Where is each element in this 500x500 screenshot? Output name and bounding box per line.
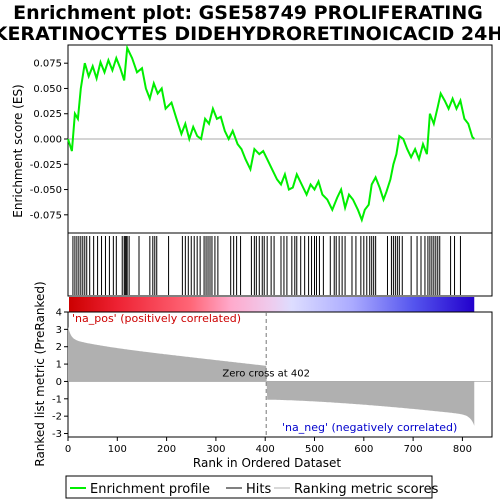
positive-label: 'na_pos' (positively correlated) xyxy=(72,312,241,325)
metric-tick-label: 2 xyxy=(56,342,62,353)
metric-tick-label: -3 xyxy=(52,429,62,440)
legend-es-label: Enrichment profile xyxy=(90,482,210,497)
x-tick-label: 100 xyxy=(108,444,127,455)
metric-tick-label: 4 xyxy=(56,308,62,319)
negative-label: 'na_neg' (negatively correlated) xyxy=(282,421,457,434)
metric-tick-label: -1 xyxy=(52,394,62,405)
es-tick-label: -0.025 xyxy=(30,160,62,171)
es-tick-label: -0.050 xyxy=(30,185,62,196)
es-y-axis-label: Enrichment score (ES) xyxy=(11,84,25,217)
chart-title-line1: Enrichment plot: GSE58749 PROLIFERATING xyxy=(13,2,483,24)
es-tick-label: -0.075 xyxy=(30,210,62,221)
x-tick-label: 0 xyxy=(65,444,71,455)
x-tick-label: 200 xyxy=(157,444,176,455)
x-tick-label: 800 xyxy=(453,444,472,455)
x-axis-label: Rank in Ordered Dataset xyxy=(193,456,341,470)
es-profile-line xyxy=(67,44,476,223)
metric-tick-label: 1 xyxy=(56,360,62,371)
es-y-ticks: 0.075 0.050 0.025 0.000 -0.025 -0.050 -0.075 xyxy=(30,59,68,221)
es-tick-label: 0.050 xyxy=(33,84,62,95)
es-panel: 0.075 0.050 0.025 0.000 -0.025 -0.050 -0.075 xyxy=(30,44,493,234)
x-tick-label: 400 xyxy=(256,444,275,455)
metric-tick-label: 0 xyxy=(56,377,62,388)
legend-metric-label: Ranking metric scores xyxy=(294,482,439,497)
ranking-metric-area xyxy=(68,326,475,426)
x-tick-label: 700 xyxy=(404,444,423,455)
legend-frame xyxy=(65,475,433,499)
rank-color-strip xyxy=(69,297,475,312)
metric-y-axis-label: Ranked list metric (PreRanked) xyxy=(33,281,47,466)
metric-tick-label: 3 xyxy=(56,325,62,336)
metric-y-ticks: 4 3 2 1 0 -1 -2 -3 xyxy=(52,308,68,440)
chart-title-line2: KERATINOCYTES DIDEHYDRORETINOICACID 24H xyxy=(0,23,500,45)
x-tick-label: 500 xyxy=(305,444,324,455)
es-tick-label: 0.000 xyxy=(33,135,62,146)
hits-panel xyxy=(67,232,493,297)
es-tick-label: 0.075 xyxy=(33,59,62,70)
x-tick-label: 600 xyxy=(354,444,373,455)
zero-cross-label: Zero cross at 402 xyxy=(222,368,310,379)
x-tick-label: 300 xyxy=(206,444,225,455)
hit-marks xyxy=(72,236,461,295)
legend-hits-label: Hits xyxy=(246,482,271,497)
x-axis-ticks: 0 100 200 300 400 500 600 700 800 xyxy=(65,437,472,455)
es-tick-label: 0.025 xyxy=(33,109,62,120)
legend: Enrichment profile Hits Ranking metric s… xyxy=(65,475,439,499)
metric-panel: Zero cross at 402 'na_pos' (positively c… xyxy=(52,308,493,440)
metric-tick-label: -2 xyxy=(52,412,62,423)
